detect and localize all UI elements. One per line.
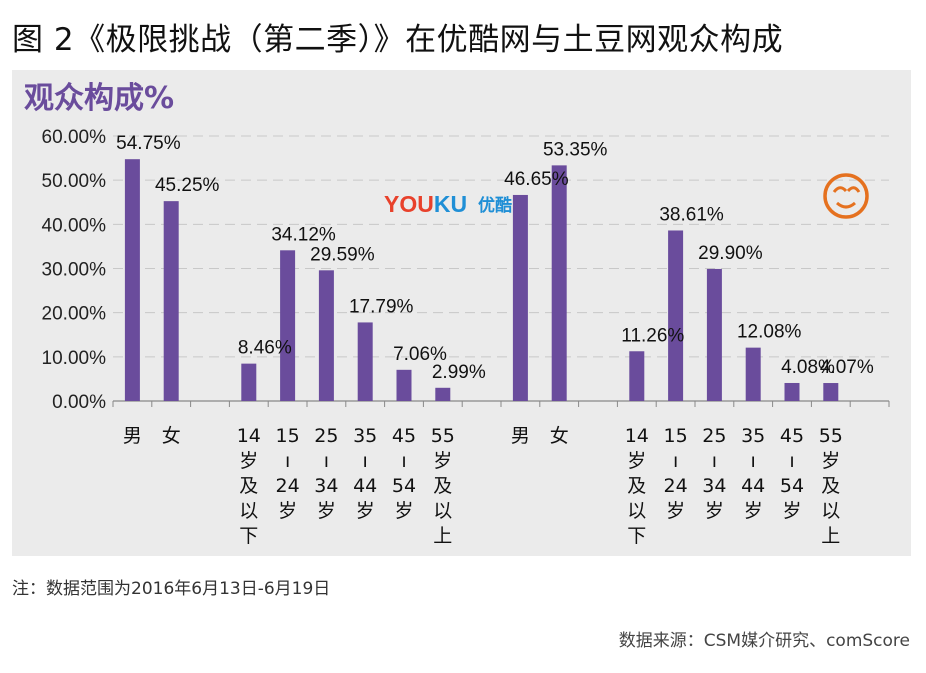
- y-tick-label: 20.00%: [42, 304, 107, 325]
- x-category-label: 45 ı 54 岁: [780, 425, 804, 522]
- x-category-label: 25 ı 34 岁: [702, 425, 726, 522]
- x-axis-labels: 男女 14 岁及以下15 ı 24 岁25 ı 34 岁35 ı 44 岁45 ı 54 岁55 岁及以上男女…: [123, 425, 843, 547]
- chart-panel: 观众构成% 0.00% 10.00% 20.00% 30.00% 40.00% 50.00…: [12, 70, 911, 556]
- bar: [668, 230, 684, 401]
- bar: [512, 194, 528, 401]
- data-label: 4.08%: [781, 357, 835, 378]
- data-label: 53.35%: [543, 139, 608, 160]
- bar: [823, 383, 839, 401]
- x-category-label: 男: [123, 425, 142, 447]
- x-category-label: 15 ı 24 岁: [276, 425, 300, 522]
- y-tick-label: 60.00%: [42, 127, 107, 148]
- data-label: 46.65%: [504, 169, 569, 190]
- data-label: 34.12%: [271, 224, 336, 245]
- y-tick-label: 0.00%: [52, 392, 106, 413]
- bar: [163, 201, 179, 401]
- data-label: 17.79%: [349, 296, 414, 317]
- x-category-label: 45 ı 54 岁: [392, 425, 416, 522]
- bars: [124, 159, 839, 401]
- data-range-note: 注：数据范围为2016年6月13日-6月19日: [12, 579, 331, 599]
- data-label: 11.26%: [621, 325, 684, 346]
- x-axis: [112, 400, 890, 407]
- figure-title: 图 2《极限挑战（第二季）》在优酷网与土豆网观众构成: [12, 22, 784, 58]
- x-category-label: 25 ı 34 岁: [314, 425, 338, 522]
- x-category-label: 男: [511, 425, 530, 447]
- y-tick-label: 50.00%: [42, 171, 107, 192]
- bar: [435, 387, 451, 401]
- data-source: 数据来源：CSM媒介研究、comScore: [618, 631, 910, 651]
- x-category-label: 55 岁及以上: [819, 425, 843, 547]
- data-label: 4.07%: [820, 357, 874, 378]
- y-tick-label: 40.00%: [42, 215, 107, 236]
- x-category-label: 15 ı 24 岁: [664, 425, 688, 522]
- data-label: 45.25%: [155, 175, 220, 196]
- x-category-label: 14 岁及以下: [237, 425, 261, 547]
- bar: [124, 159, 140, 401]
- youku-logo-ku: KU: [434, 191, 467, 217]
- bar: [280, 250, 296, 401]
- bar: [396, 369, 412, 401]
- bar: [551, 165, 567, 401]
- youku-logo-you: YOU: [384, 191, 434, 217]
- data-label: 8.46%: [238, 338, 292, 359]
- bar: [629, 351, 645, 401]
- data-label: 54.75%: [116, 133, 181, 154]
- x-category-label: 女: [162, 425, 181, 447]
- x-category-label: 35 ı 44 岁: [741, 425, 765, 522]
- bar: [784, 382, 800, 401]
- x-category-label: 55 岁及以上: [431, 425, 455, 547]
- data-label: 29.59%: [310, 244, 375, 265]
- x-category-label: 女: [550, 425, 569, 447]
- data-label: 7.06%: [393, 344, 447, 365]
- bar: [357, 322, 373, 401]
- y-axis-label: 观众构成%: [24, 81, 174, 116]
- data-label: 29.90%: [698, 243, 763, 264]
- youku-logo-cn: 优酷: [478, 195, 512, 216]
- data-label: 12.08%: [737, 322, 802, 343]
- y-tick-label: 10.00%: [42, 348, 107, 369]
- bar: [745, 347, 761, 401]
- y-tick-label: 30.00%: [42, 260, 107, 281]
- youku-logo: YOUKU 优酷: [384, 191, 512, 217]
- data-label: 2.99%: [432, 362, 486, 383]
- bar-chart: 观众构成% 0.00% 10.00% 20.00% 30.00% 40.00% 50.00…: [24, 81, 890, 547]
- x-category-label: 14 岁及以下: [625, 425, 649, 547]
- svg-text:YOUKU: YOUKU: [384, 191, 467, 217]
- bar: [241, 363, 257, 401]
- tudou-smiley-icon: [823, 173, 869, 219]
- x-category-label: 35 ı 44 岁: [353, 425, 377, 522]
- y-axis-ticks: 0.00% 10.00% 20.00% 30.00% 40.00% 50.00% 60.00…: [42, 127, 107, 413]
- data-label: 38.61%: [659, 204, 724, 225]
- bar: [706, 268, 722, 401]
- bar: [318, 270, 334, 401]
- data-labels: 54.75% 45.25% 8.46% 34.12%29.59% 17.79% 7.06%…: [116, 133, 874, 383]
